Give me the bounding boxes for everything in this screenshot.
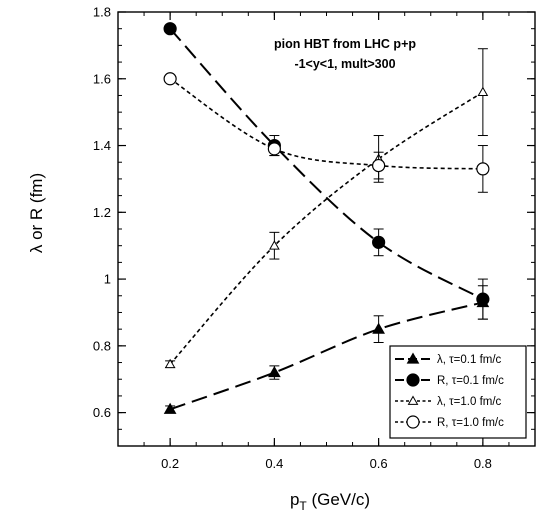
y-tick-label: 0.6 xyxy=(93,405,111,420)
data-point xyxy=(477,86,489,96)
data-point xyxy=(269,240,280,250)
data-point xyxy=(476,162,490,176)
x-axis-title-sub: T xyxy=(299,499,307,513)
series-line xyxy=(169,301,484,411)
legend-marker xyxy=(406,373,420,387)
data-point xyxy=(267,142,281,156)
x-tick-label: 0.8 xyxy=(474,456,492,471)
y-tick-label: 1.2 xyxy=(93,205,111,220)
legend-label: R, τ=0.1 fm/c xyxy=(437,375,504,387)
x-tick-label: 0.4 xyxy=(265,456,283,471)
data-point xyxy=(163,72,177,86)
data-point xyxy=(164,358,176,369)
legend-marker xyxy=(407,395,419,405)
legend-label: λ, τ=1.0 fm/c xyxy=(437,396,502,408)
y-tick-label: 1.4 xyxy=(93,138,111,153)
x-tick-label: 0.2 xyxy=(161,456,179,471)
data-point xyxy=(372,322,385,334)
y-tick-label: 1.6 xyxy=(93,71,111,86)
data-point xyxy=(163,22,177,36)
y-tick-label: 0.8 xyxy=(93,338,111,353)
legend-marker xyxy=(406,352,420,364)
series-line xyxy=(169,28,484,300)
series-2 xyxy=(164,48,489,369)
annotation-line-1: pion HBT from LHC p+p xyxy=(274,37,416,51)
data-point xyxy=(163,402,177,414)
legend-entry-3: R, τ=1.0 fm/c xyxy=(395,415,504,429)
data-point xyxy=(268,366,281,378)
x-tick-label: 0.6 xyxy=(370,456,388,471)
series-line xyxy=(169,91,484,365)
y-axis-title: λ or R (fm) xyxy=(27,173,46,253)
legend-entry-2: λ, τ=1.0 fm/c xyxy=(395,395,502,408)
legend-marker xyxy=(406,415,420,429)
series-3 xyxy=(163,72,490,193)
series-line xyxy=(169,78,483,170)
legend-label: R, τ=1.0 fm/c xyxy=(437,417,504,429)
legend-entry-1: R, τ=0.1 fm/c xyxy=(395,373,504,387)
legend-entry-0: λ, τ=0.1 fm/c xyxy=(395,352,502,366)
y-tick-label: 1 xyxy=(104,272,111,287)
annotation-line-2: -1<y<1, mult>300 xyxy=(294,57,395,71)
x-axis-title: pT (GeV/c) xyxy=(290,490,370,513)
y-tick-label: 1.8 xyxy=(93,5,111,20)
legend-label: λ, τ=0.1 fm/c xyxy=(437,354,502,366)
data-point xyxy=(372,158,386,173)
data-point xyxy=(372,235,386,249)
data-point xyxy=(476,292,490,306)
